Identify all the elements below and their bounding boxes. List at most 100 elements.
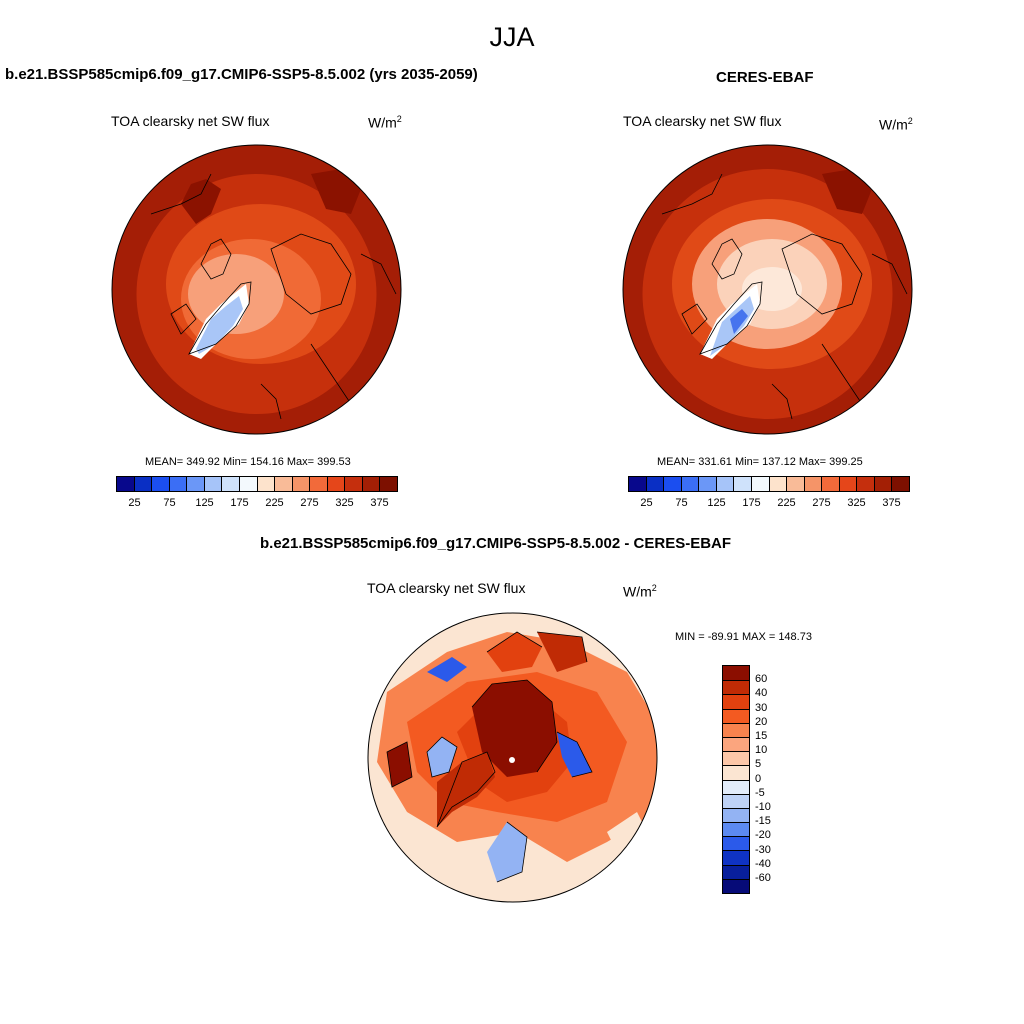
colorbar-tick-label: 30	[755, 701, 768, 714]
diff-minmax: MIN = -89.91 MAX = 148.73	[675, 631, 812, 643]
colorbar-tick-label: 125	[707, 497, 726, 509]
colorbar-swatch	[151, 477, 169, 491]
diff-variable-label: TOA clearsky net SW flux	[367, 580, 526, 596]
right-panel-title: CERES-EBAF	[716, 69, 814, 86]
colorbar-tick-label: -10	[755, 801, 771, 813]
colorbar-swatch	[723, 708, 749, 723]
colorbar-tick-label: 275	[300, 497, 319, 509]
colorbar-swatch	[750, 477, 769, 491]
right-colorbar	[628, 476, 910, 492]
colorbar-swatch	[733, 477, 751, 491]
colorbar-tick-label: 15	[755, 730, 768, 742]
colorbar-swatch	[663, 477, 681, 491]
colorbar-swatch	[723, 836, 749, 851]
colorbar-tick-label: -20	[755, 829, 771, 842]
colorbar-swatch	[629, 477, 646, 491]
colorbar-tick-label: 10	[755, 744, 768, 757]
colorbar-swatch	[723, 864, 749, 879]
colorbar-tick-label: -40	[755, 857, 771, 870]
colorbar-swatch	[186, 477, 204, 491]
colorbar-tick-label: -60	[755, 872, 771, 884]
colorbar-swatch	[168, 477, 187, 491]
colorbar-swatch	[344, 477, 362, 491]
colorbar-swatch	[768, 477, 787, 491]
colorbar-tick-label: 75	[675, 497, 688, 509]
colorbar-tick-label: 40	[755, 687, 768, 700]
colorbar-tick-label: 325	[847, 497, 866, 509]
colorbar-swatch	[723, 722, 749, 737]
right-polar-map	[622, 144, 913, 435]
colorbar-tick-label: 325	[335, 497, 354, 509]
colorbar-swatch	[715, 477, 734, 491]
colorbar-tick-label: 125	[195, 497, 214, 509]
colorbar-tick-label: -5	[755, 786, 765, 799]
diff-colorbar	[722, 665, 750, 894]
colorbar-swatch	[645, 477, 664, 491]
colorbar-tick-label: 375	[370, 497, 389, 509]
colorbar-tick-label: 25	[128, 497, 141, 509]
colorbar-swatch	[361, 477, 380, 491]
right-stats: MEAN= 331.61 Min= 137.12 Max= 399.25	[657, 456, 863, 468]
colorbar-swatch	[723, 680, 749, 695]
coastlines	[150, 173, 397, 425]
diff-panel-title: b.e21.BSSP585cmip6.f09_g17.CMIP6-SSP5-8.…	[260, 535, 732, 552]
colorbar-swatch	[309, 477, 327, 491]
left-colorbar	[116, 476, 398, 492]
colorbar-swatch	[291, 477, 310, 491]
colorbar-swatch	[891, 477, 909, 491]
colorbar-swatch	[723, 822, 749, 837]
left-variable-label: TOA clearsky net SW flux	[111, 113, 270, 129]
colorbar-swatch	[680, 477, 699, 491]
colorbar-swatch	[379, 477, 397, 491]
colorbar-swatch	[786, 477, 804, 491]
colorbar-tick-label: 225	[777, 497, 796, 509]
colorbar-swatch	[723, 666, 749, 681]
colorbar-swatch	[698, 477, 716, 491]
colorbar-tick-label: 60	[755, 673, 768, 686]
diff-polar-map	[367, 612, 658, 903]
colorbar-swatch	[221, 477, 239, 491]
colorbar-tick-label: 375	[882, 497, 901, 509]
colorbar-swatch	[133, 477, 152, 491]
colorbar-tick-label: 175	[230, 497, 249, 509]
map-fill-deep-red	[181, 179, 221, 224]
colorbar-tick-label: -15	[755, 815, 771, 828]
colorbar-tick-label: 20	[755, 715, 768, 728]
colorbar-swatch	[274, 477, 292, 491]
colorbar-tick-label: 75	[163, 497, 176, 509]
colorbar-swatch	[838, 477, 857, 491]
colorbar-tick-label: 175	[742, 497, 761, 509]
colorbar-swatch	[723, 751, 749, 766]
colorbar-tick-label: 225	[265, 497, 284, 509]
colorbar-swatch	[723, 779, 749, 794]
colorbar-swatch	[723, 878, 749, 893]
colorbar-swatch	[117, 477, 134, 491]
colorbar-swatch	[723, 793, 749, 808]
colorbar-swatch	[873, 477, 892, 491]
diff-units-label: W/m2	[623, 583, 657, 600]
map-boundary	[111, 144, 402, 435]
colorbar-swatch	[723, 807, 749, 823]
colorbar-tick-label: 5	[755, 758, 762, 771]
left-polar-map	[111, 144, 402, 435]
colorbar-swatch	[723, 736, 749, 752]
colorbar-swatch	[203, 477, 222, 491]
colorbar-swatch	[238, 477, 257, 491]
colorbar-tick-label: 275	[812, 497, 831, 509]
colorbar-swatch	[256, 477, 275, 491]
greenland-ice	[196, 296, 243, 354]
colorbar-swatch	[803, 477, 822, 491]
colorbar-swatch	[723, 765, 749, 780]
colorbar-tick-label: -30	[755, 843, 771, 856]
right-units-label: W/m2	[879, 116, 913, 133]
right-variable-label: TOA clearsky net SW flux	[623, 113, 782, 129]
colorbar-swatch	[723, 850, 749, 865]
left-panel-title: b.e21.BSSP585cmip6.f09_g17.CMIP6-SSP5-8.…	[5, 66, 478, 83]
colorbar-swatch	[856, 477, 874, 491]
colorbar-swatch	[723, 694, 749, 709]
colorbar-tick-label: 0	[755, 772, 762, 785]
left-units-label: W/m2	[368, 114, 402, 131]
left-stats: MEAN= 349.92 Min= 154.16 Max= 399.53	[145, 456, 351, 468]
colorbar-swatch	[326, 477, 345, 491]
colorbar-tick-label: 25	[640, 497, 653, 509]
